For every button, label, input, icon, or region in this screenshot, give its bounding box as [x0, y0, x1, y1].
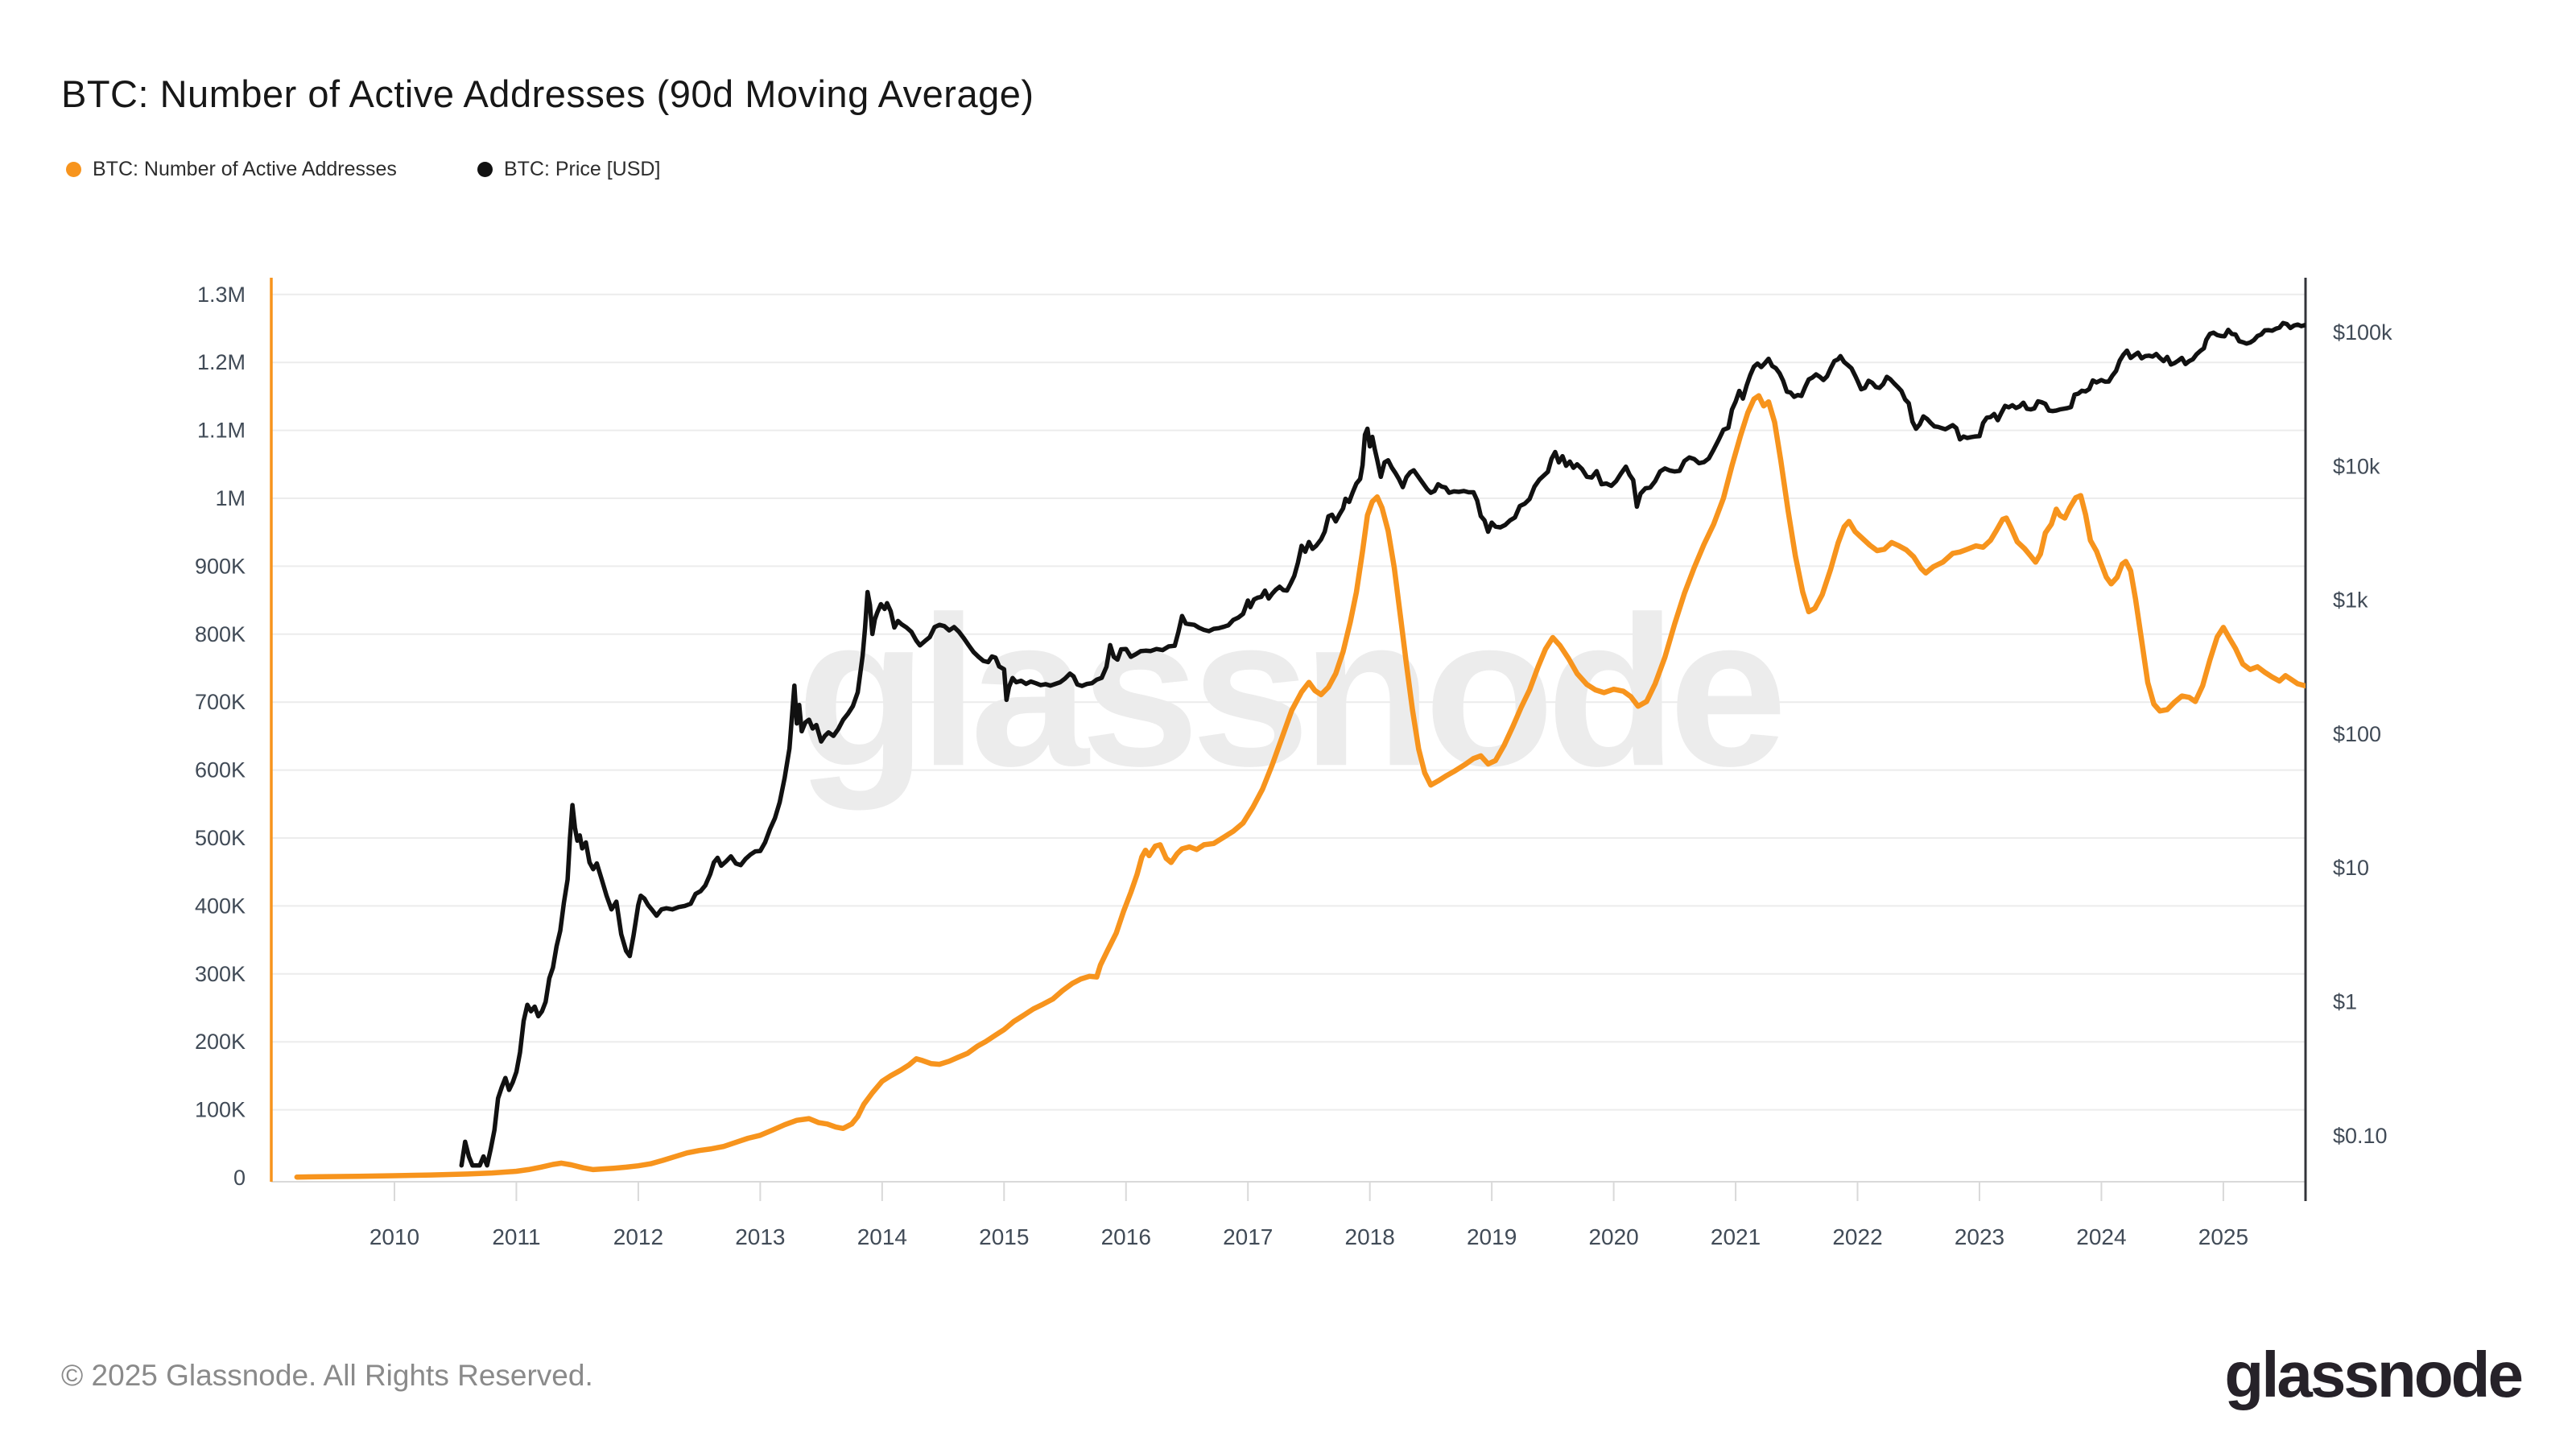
x-tick-label: 2011 [492, 1224, 540, 1249]
x-tick-label: 2010 [369, 1224, 419, 1249]
legend-label-price: BTC: Price [USD] [503, 158, 661, 180]
x-tick-label: 2017 [1223, 1224, 1273, 1249]
active-addresses-series-line [294, 393, 2306, 1180]
y-right-tick-label: $10k [2333, 454, 2380, 478]
y-right-tick-label: $1 [2333, 990, 2357, 1014]
legend-dot-price-icon [477, 162, 493, 177]
y-left-tick-label: 500K [195, 826, 246, 850]
y-left-tick-label: 800K [195, 622, 246, 646]
x-tick-label: 2021 [1711, 1224, 1761, 1249]
y-left-tick-label: 1.1M [197, 419, 246, 443]
legend: BTC: Number of Active Addresses BTC: Pri… [66, 158, 660, 181]
x-tick-label: 2013 [735, 1224, 785, 1249]
y-left-tick-label: 1.3M [197, 283, 246, 307]
x-tick-label: 2014 [857, 1224, 907, 1249]
legend-item-price[interactable]: BTC: Price [USD] [477, 158, 660, 181]
legend-item-active-addresses[interactable]: BTC: Number of Active Addresses [66, 158, 397, 181]
y-left-tick-label: 200K [195, 1030, 246, 1054]
x-tick-label: 2025 [2198, 1224, 2248, 1249]
y-left-tick-label: 600K [195, 758, 246, 782]
y-left-tick-label: 1M [215, 486, 246, 510]
chart-title: BTC: Number of Active Addresses (90d Mov… [61, 72, 1034, 116]
price-series-line [459, 320, 2306, 1168]
y-left-tick-label: 900K [195, 554, 246, 578]
x-tick-label: 2024 [2076, 1224, 2126, 1249]
y-right-tick-label: $0.10 [2333, 1124, 2388, 1148]
y-right-tick-label: $100k [2333, 320, 2392, 345]
y-left-tick-label: 400K [195, 894, 246, 918]
y-left-tick-label: 700K [195, 690, 246, 714]
x-tick-label: 2020 [1588, 1224, 1638, 1249]
legend-label-active-addresses: BTC: Number of Active Addresses [93, 158, 397, 180]
y-right-tick-label: $100 [2333, 722, 2381, 746]
y-left-tick-label: 300K [195, 962, 246, 986]
x-tick-label: 2016 [1101, 1224, 1151, 1249]
x-tick-label: 2023 [1955, 1224, 2004, 1249]
x-tick-label: 2015 [979, 1224, 1029, 1249]
copyright-text: © 2025 Glassnode. All Rights Reserved. [61, 1359, 593, 1392]
glassnode-logo: glassnode [2224, 1339, 2524, 1410]
y-right-tick-label: $1k [2333, 588, 2368, 613]
y-left-tick-label: 0 [233, 1166, 246, 1190]
x-tick-label: 2012 [613, 1224, 663, 1249]
plot-area[interactable] [271, 278, 2306, 1182]
y-left-tick-label: 100K [195, 1098, 246, 1122]
y-right-tick-label: $10 [2333, 856, 2369, 880]
x-tick-label: 2022 [1832, 1224, 1882, 1249]
x-tick-label: 2019 [1467, 1224, 1517, 1249]
x-tick-label: 2018 [1345, 1224, 1395, 1249]
legend-dot-active-addresses-icon [66, 162, 81, 177]
y-left-tick-label: 1.2M [197, 350, 246, 374]
